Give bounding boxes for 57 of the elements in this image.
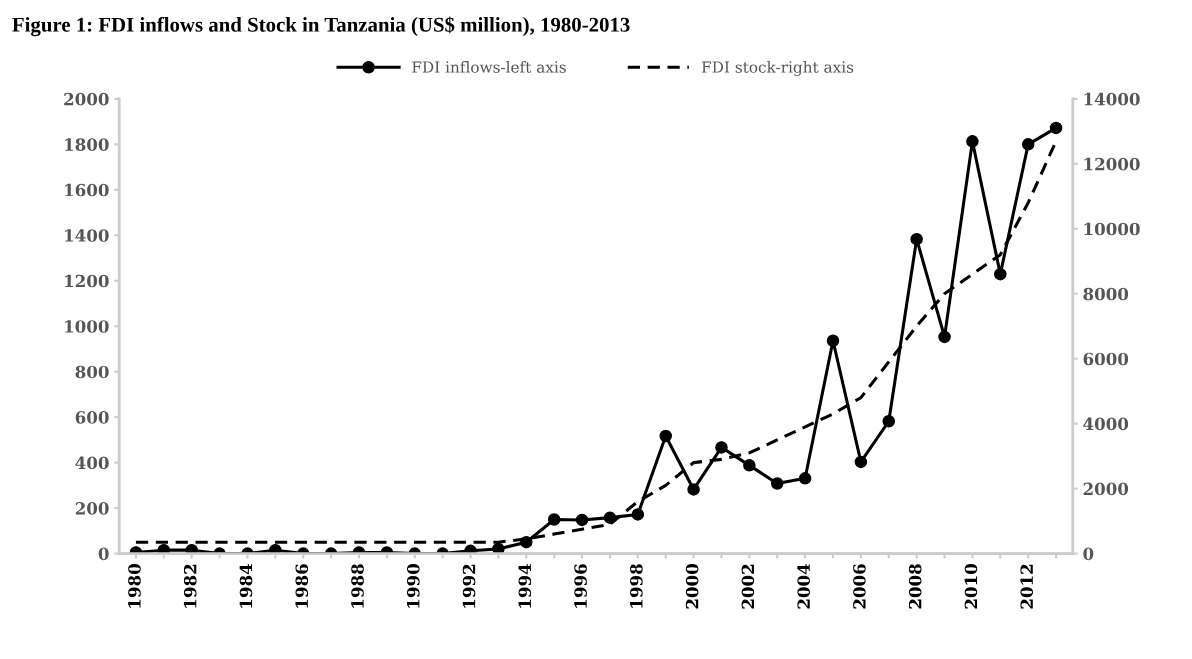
x-tick-label: 2004	[797, 563, 810, 609]
x-tick-label: 1986	[295, 564, 309, 608]
y2-tick-label: 12000	[1084, 157, 1140, 171]
y-tick-label: 1800	[65, 138, 109, 151]
y-tick-label: 1200	[65, 274, 109, 288]
point	[854, 455, 868, 469]
y-tick-label: 0	[98, 547, 109, 561]
point	[547, 513, 561, 526]
y2-tick-label: 14000	[1084, 92, 1140, 106]
x-tick-label: 1998	[630, 564, 643, 608]
point	[631, 508, 645, 521]
point	[882, 414, 896, 428]
y2-tick-label: 8000	[1083, 287, 1129, 301]
point	[687, 483, 700, 496]
point	[659, 429, 672, 443]
y-tick-label: 1000	[65, 320, 109, 333]
x-tick-label: 2002	[741, 564, 755, 609]
x-tick-label: 1988	[351, 564, 364, 608]
point	[966, 135, 979, 148]
x-tick-label: 1990	[406, 564, 420, 608]
point	[743, 459, 756, 472]
y2-tick-label: 0	[1083, 547, 1094, 561]
legend-label: FDI inflows-left axis	[412, 61, 566, 73]
x-tick-label: 1994	[518, 563, 532, 608]
y2-tick-label: 2000	[1083, 482, 1129, 496]
x-tick-label: 1992	[462, 564, 476, 608]
point	[1049, 121, 1063, 135]
point	[575, 513, 589, 527]
x-tick-label: 1996	[574, 564, 587, 608]
point	[938, 330, 951, 344]
x-tick-label: 2010	[964, 564, 978, 609]
x-tick-label: 2000	[685, 564, 699, 609]
point	[715, 441, 728, 454]
y2-tick-label: 10000	[1084, 222, 1140, 236]
point	[826, 334, 840, 348]
point	[798, 472, 812, 485]
x-tick-label: 1984	[239, 563, 253, 608]
y2-tick-label: 6000	[1083, 352, 1129, 366]
y-tick-label: 200	[75, 502, 109, 515]
y-tick-label: 2000	[64, 92, 109, 106]
x-tick-label: 1982	[183, 564, 197, 608]
y-tick-label: 1400	[65, 229, 109, 242]
y-tick-label: 1600	[65, 183, 109, 197]
y-tick-label: 400	[75, 456, 109, 470]
legend-label: FDI stock-right axis	[701, 61, 854, 77]
x-tick-label: 1980	[128, 564, 141, 608]
y2-tick-label: 4000	[1083, 417, 1129, 431]
x-tick-label: 2008	[908, 564, 922, 609]
x-tick-label: 2006	[853, 564, 866, 609]
chart-title: Figure 1: FDI inflows and Stock in Tanzania (US$ million), 1980-2013	[12, 16, 630, 37]
point	[910, 232, 923, 246]
point	[770, 477, 784, 490]
y-tick-label: 800	[75, 365, 109, 379]
point	[1021, 138, 1035, 151]
x-tick-label: 2012	[1020, 564, 1034, 609]
y-tick-label: 600	[75, 411, 109, 424]
point	[994, 267, 1007, 281]
